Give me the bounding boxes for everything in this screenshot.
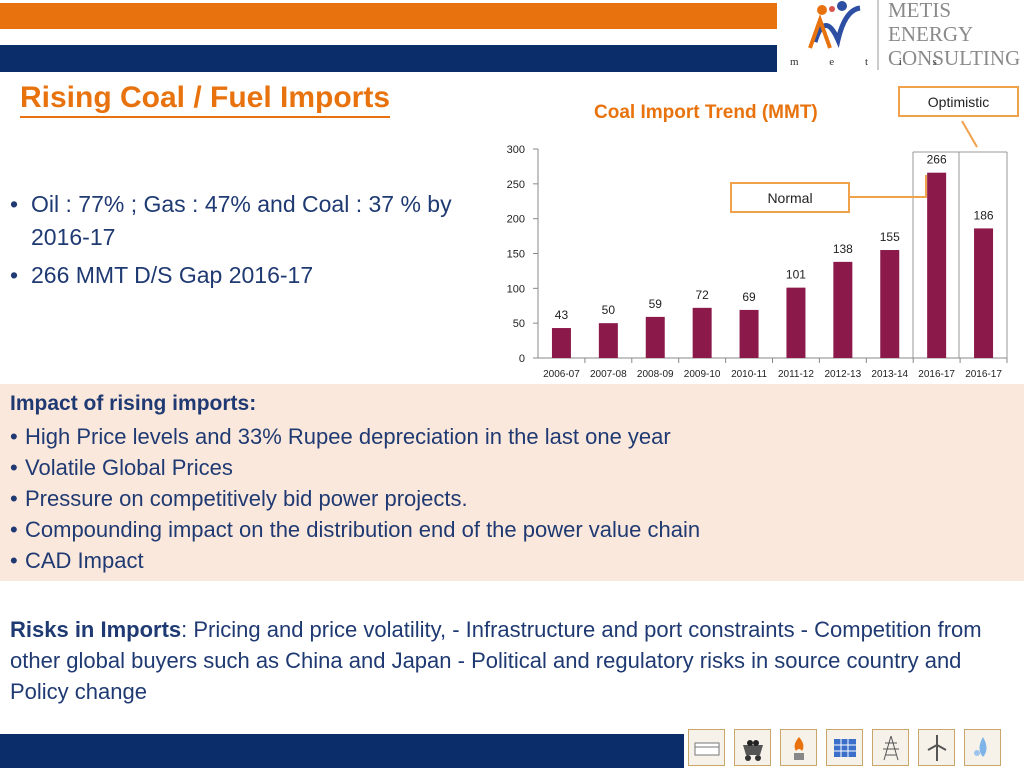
page-title: Rising Coal / Fuel Imports — [20, 80, 391, 118]
solar-panel-icon — [826, 729, 863, 766]
impact-item: Volatile Global Prices — [10, 452, 700, 483]
y-tick-label: 200 — [507, 214, 525, 226]
data-label: 138 — [833, 242, 853, 256]
header-orange-band — [0, 3, 777, 29]
impact-item: Pressure on competitively bid power proj… — [10, 483, 700, 514]
logo-line-2: ENERGY — [888, 22, 974, 46]
logo-subtext: m e t i s — [790, 56, 951, 68]
y-tick-label: 250 — [507, 179, 525, 191]
risks-label: Risks in Imports — [10, 617, 182, 642]
data-label: 59 — [649, 297, 663, 311]
logo-text: METIS ENERGY CONSULTING — [888, 0, 1020, 70]
bar — [739, 309, 759, 358]
data-label: 101 — [786, 268, 806, 282]
normal-pointer — [850, 175, 927, 198]
logo-line-3: CONSULTING — [888, 46, 1021, 70]
header-navy-band — [0, 45, 777, 72]
x-tick-label: 2006-07 — [543, 369, 580, 380]
y-tick-label: 300 — [507, 144, 525, 156]
coal-cart-icon — [734, 729, 771, 766]
bullet-item: 266 MMT D/S Gap 2016-17 — [10, 259, 480, 292]
bullet-item: Oil : 77% ; Gas : 47% and Coal : 37 % by… — [10, 188, 480, 254]
y-tick-label: 100 — [507, 283, 525, 295]
bar — [598, 323, 618, 358]
bar — [645, 316, 665, 358]
data-label: 69 — [742, 290, 756, 304]
footer-icon-strip — [688, 729, 1001, 766]
x-tick-label: 2013-14 — [871, 369, 908, 380]
data-label: 50 — [602, 303, 616, 317]
key-facts-list: Oil : 77% ; Gas : 47% and Coal : 37 % by… — [10, 188, 480, 297]
x-tick-label: 2010-11 — [731, 369, 767, 380]
bar — [551, 328, 571, 358]
impact-list: High Price levels and 33% Rupee deprecia… — [10, 421, 700, 576]
bar — [786, 287, 806, 358]
data-label: 266 — [927, 153, 947, 167]
chart-title: Coal Import Trend (MMT) — [594, 102, 818, 123]
data-label: 43 — [555, 308, 569, 322]
bar — [927, 172, 947, 358]
bar — [692, 307, 712, 358]
logo-line-1: METIS — [888, 0, 951, 22]
bar — [880, 250, 900, 358]
coal-import-chart: 0 50 100 150 200 250 300 43 2006-07 50 2007-08 59 20… — [507, 120, 1008, 380]
bar — [833, 261, 853, 358]
risks-text: : Pricing and price volatility, - Infras… — [10, 617, 982, 704]
impact-item: High Price levels and 33% Rupee deprecia… — [10, 421, 700, 452]
x-tick-label: 2008-09 — [637, 369, 674, 380]
impact-item: Compounding impact on the distribution e… — [10, 514, 700, 545]
water-drop-icon — [964, 729, 1001, 766]
impact-heading: Impact of rising imports: — [10, 392, 257, 415]
y-tick-label: 0 — [519, 353, 525, 365]
normal-callout: Normal — [730, 182, 850, 213]
x-tick-label: 2009-10 — [684, 369, 721, 380]
wind-turbine-icon — [918, 729, 955, 766]
data-label: 155 — [880, 230, 900, 244]
impact-item: CAD Impact — [10, 545, 700, 576]
optimistic-callout: Optimistic — [898, 86, 1019, 117]
transmission-tower-icon — [872, 729, 909, 766]
bar — [974, 228, 994, 358]
x-tick-label: 2016-17 — [965, 369, 1002, 380]
metis-figure-icon — [808, 0, 879, 70]
data-label: 72 — [695, 288, 709, 302]
footer-band — [0, 734, 684, 768]
oil-rig-icon — [688, 729, 725, 766]
data-label: 186 — [974, 208, 994, 222]
x-tick-label: 2016-17 — [918, 369, 955, 380]
risks-paragraph: Risks in Imports: Pricing and price vola… — [10, 614, 1010, 707]
x-tick-label: 2012-13 — [824, 369, 861, 380]
optimistic-pointer — [961, 120, 978, 148]
y-tick-label: 150 — [507, 249, 525, 261]
x-tick-label: 2011-12 — [778, 369, 814, 380]
x-tick-label: 2007-08 — [590, 369, 627, 380]
y-tick-label: 50 — [513, 318, 525, 330]
gas-icon — [780, 729, 817, 766]
metis-logo — [780, 0, 1024, 72]
